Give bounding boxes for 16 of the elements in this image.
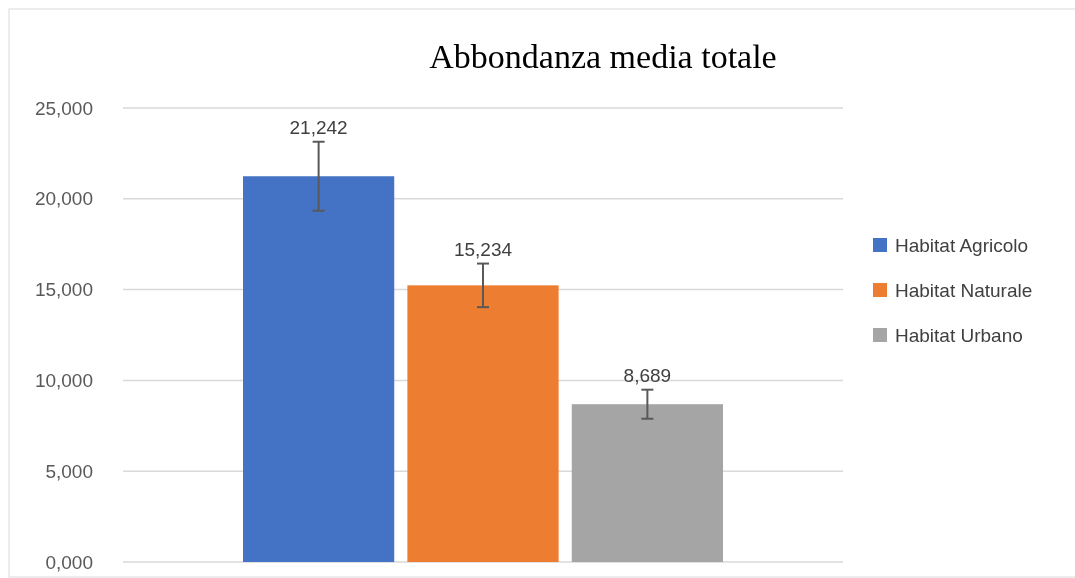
data-label: 8,689: [623, 364, 672, 386]
bar: [407, 285, 559, 562]
legend-label: Habitat Agricolo: [895, 234, 1029, 256]
y-tick-label: 10,000: [34, 370, 93, 392]
y-tick-label: 20,000: [34, 188, 93, 210]
y-tick-label: 0,000: [45, 551, 93, 573]
bar: [571, 404, 723, 562]
data-label: 15,234: [453, 238, 513, 260]
chart-title: Abbondanza media totale: [429, 38, 777, 75]
y-tick-label: 25,000: [34, 97, 93, 119]
y-tick-label: 5,000: [45, 460, 93, 482]
bar: [243, 176, 395, 562]
data-label: 21,242: [289, 116, 348, 138]
legend-label: Habitat Naturale: [895, 279, 1033, 301]
legend-label: Habitat Urbano: [895, 324, 1023, 346]
y-tick-label: 15,000: [34, 279, 93, 301]
